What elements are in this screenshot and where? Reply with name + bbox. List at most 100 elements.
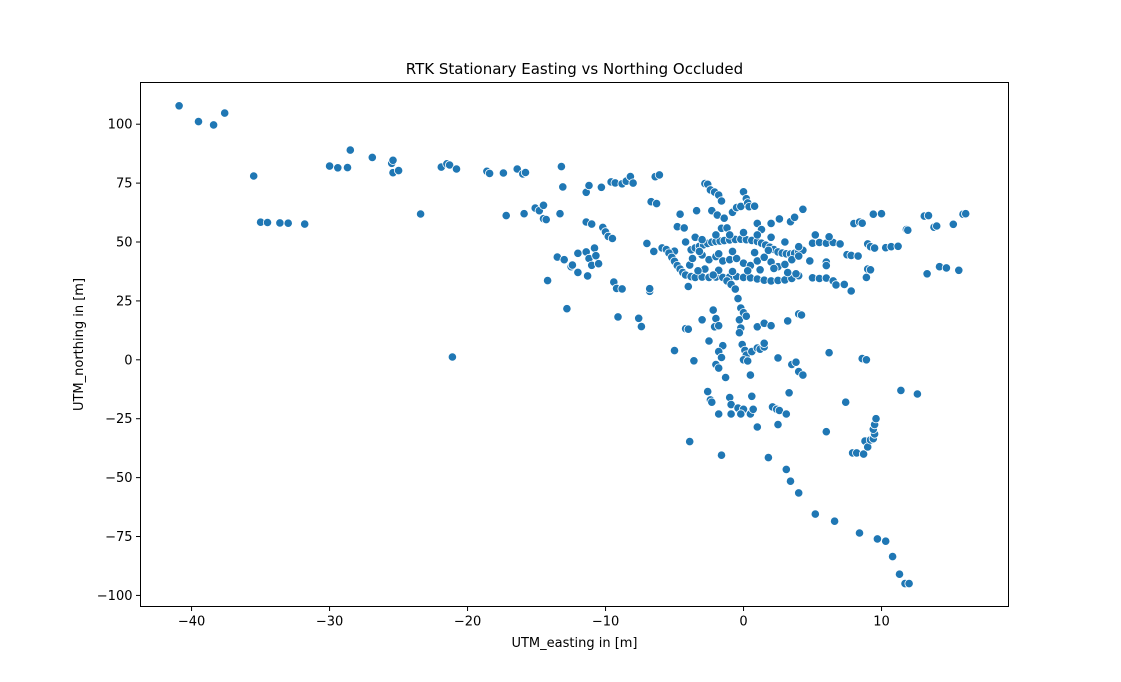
data-point — [683, 324, 693, 334]
data-point — [556, 162, 567, 172]
data-point — [726, 409, 736, 419]
data-point — [275, 218, 285, 228]
data-point — [628, 178, 638, 188]
data-point — [634, 313, 644, 323]
y-tick-label: 0 — [124, 353, 132, 368]
y-tick-label: −100 — [97, 589, 133, 604]
data-point — [596, 182, 607, 192]
data-point — [642, 238, 652, 248]
data-point — [783, 316, 793, 326]
data-point — [893, 241, 903, 251]
data-point — [752, 422, 762, 432]
data-point — [789, 212, 800, 222]
data-point — [941, 263, 952, 273]
data-point — [484, 168, 495, 178]
data-point — [193, 117, 204, 127]
data-point — [714, 321, 724, 331]
data-point — [501, 211, 511, 221]
data-point — [654, 170, 665, 180]
data-point — [743, 266, 753, 276]
x-tick-label: 0 — [739, 615, 747, 630]
data-point — [896, 385, 906, 395]
data-point — [613, 312, 623, 322]
data-point — [716, 352, 727, 363]
data-point — [734, 328, 745, 338]
y-tick-label: −75 — [105, 530, 132, 545]
data-point — [871, 414, 881, 424]
data-point — [923, 211, 934, 221]
data-point — [573, 248, 583, 258]
y-tick-label: −50 — [105, 471, 132, 486]
data-point — [835, 239, 845, 249]
y-tick-label: 25 — [116, 294, 133, 309]
data-point — [444, 160, 455, 170]
x-axis-label: UTM_easting in [m] — [511, 636, 637, 651]
data-point — [388, 155, 398, 165]
data-point — [861, 355, 872, 365]
data-point — [209, 120, 219, 130]
y-tick-label: 75 — [116, 177, 133, 192]
data-point — [781, 409, 791, 419]
data-point — [783, 267, 793, 278]
data-point — [791, 357, 801, 367]
data-point — [679, 223, 689, 233]
data-point — [841, 397, 851, 407]
data-point — [393, 166, 404, 176]
data-point — [738, 228, 749, 238]
data-point — [798, 370, 808, 380]
data-point — [680, 237, 691, 247]
data-point — [759, 252, 769, 262]
data-point — [249, 171, 259, 181]
data-point — [714, 363, 724, 373]
data-point — [903, 225, 913, 235]
x-axis: −40 −30 −20 −10 0 10 — [178, 606, 890, 630]
data-point — [716, 196, 727, 206]
y-tick-label: 100 — [108, 118, 133, 133]
data-point — [727, 266, 738, 277]
data-point — [798, 204, 808, 214]
data-point — [300, 219, 310, 229]
data-point — [714, 249, 724, 259]
data-point — [755, 265, 765, 275]
data-point — [773, 353, 783, 363]
data-point — [716, 450, 727, 460]
data-point — [766, 232, 776, 242]
data-point — [415, 209, 426, 219]
data-point — [617, 284, 627, 294]
data-point — [636, 321, 647, 332]
data-point — [685, 436, 695, 447]
data-point — [220, 108, 230, 118]
plot-frame — [140, 82, 1009, 607]
data-point — [853, 251, 863, 261]
data-point — [727, 246, 738, 256]
y-tick-label: −25 — [105, 412, 132, 427]
data-point — [766, 218, 776, 228]
data-point — [262, 217, 273, 228]
y-axis: −100 −75 −50 −25 0 25 50 75 100 — [97, 118, 141, 604]
data-point — [763, 452, 774, 463]
data-point — [794, 242, 804, 252]
data-point — [333, 163, 343, 173]
data-point — [794, 251, 804, 261]
data-point — [675, 209, 685, 219]
data-point — [451, 164, 462, 174]
data-point — [763, 245, 774, 255]
data-point — [593, 259, 604, 269]
data-point — [824, 232, 834, 242]
data-point — [824, 348, 834, 358]
data-point — [649, 246, 659, 256]
data-point — [719, 213, 729, 223]
data-point — [582, 271, 593, 281]
data-point — [559, 255, 569, 265]
points-layer — [174, 101, 971, 589]
data-point — [857, 218, 867, 228]
data-point — [283, 218, 293, 228]
data-point — [542, 275, 553, 286]
data-point — [743, 356, 753, 366]
data-point — [541, 215, 551, 225]
data-point — [689, 356, 699, 366]
data-point — [587, 219, 597, 229]
data-point — [932, 221, 942, 231]
data-point — [703, 386, 713, 397]
